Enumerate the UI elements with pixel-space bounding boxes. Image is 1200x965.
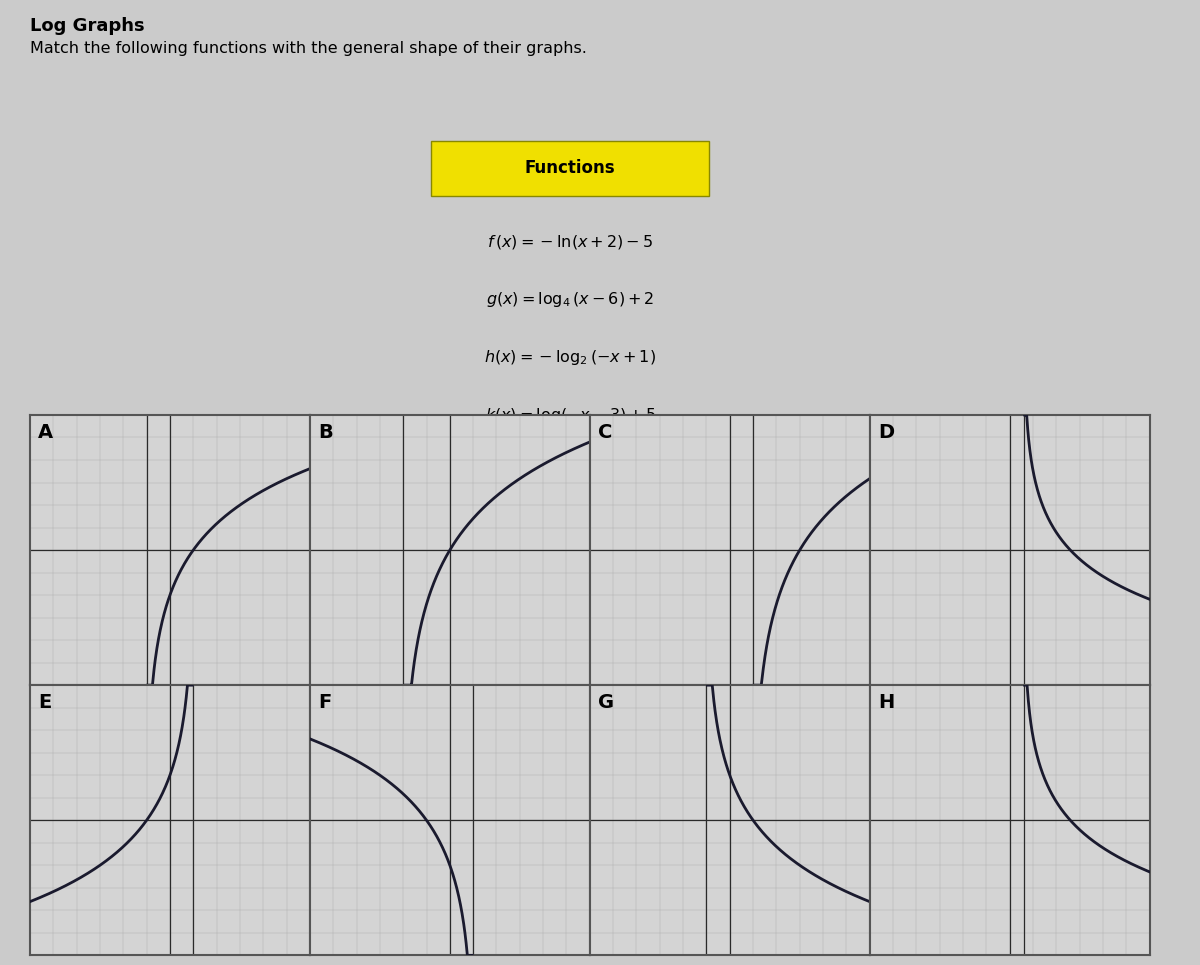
Text: $k(x) = \log(-x-3)+5$: $k(x) = \log(-x-3)+5$ (485, 405, 655, 425)
Text: F: F (318, 693, 331, 712)
Text: A: A (38, 423, 54, 442)
Text: H: H (878, 693, 894, 712)
Text: Match the following functions with the general shape of their graphs.: Match the following functions with the g… (30, 41, 587, 56)
Text: Functions: Functions (524, 159, 616, 178)
Text: G: G (598, 693, 614, 712)
Text: $h(x) = -\log_2(-x+1)$: $h(x) = -\log_2(-x+1)$ (484, 347, 656, 367)
Text: Log Graphs: Log Graphs (30, 17, 145, 36)
FancyBboxPatch shape (432, 141, 708, 196)
Text: E: E (38, 693, 52, 712)
Text: $g(x) = \log_4(x-6)+2$: $g(x) = \log_4(x-6)+2$ (486, 290, 654, 309)
Text: B: B (318, 423, 334, 442)
Text: D: D (878, 423, 894, 442)
Text: $f\,(x) = -\ln(x+2) - 5$: $f\,(x) = -\ln(x+2) - 5$ (487, 233, 653, 251)
Text: C: C (598, 423, 612, 442)
